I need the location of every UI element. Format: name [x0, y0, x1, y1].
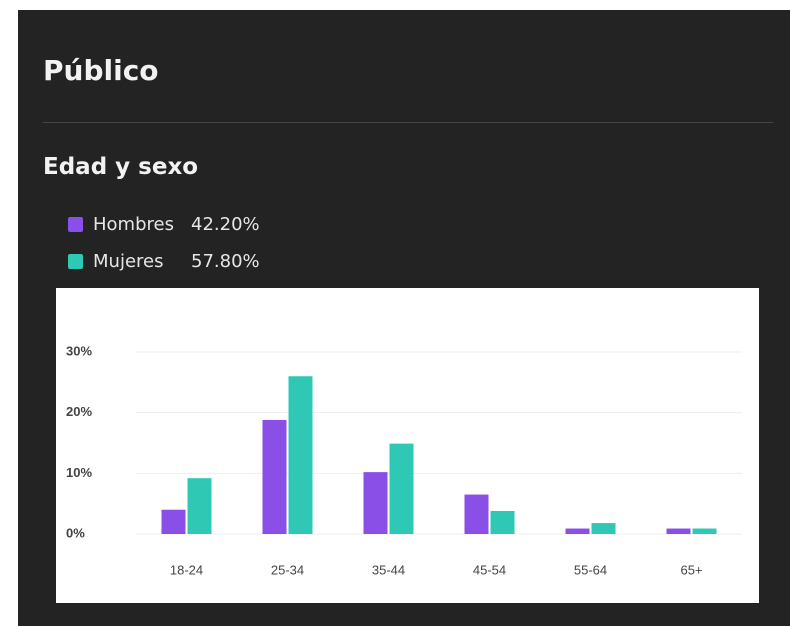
bar: [692, 528, 717, 534]
legend-label: Hombres: [93, 213, 174, 235]
chart: 0% 10% 20% 30% 18-24 25-34 35-44 45-54 55-64 65+: [66, 343, 742, 577]
chart-card: 0% 10% 20% 30% 18-24 25-34 35-44 45-54 55-64 65+: [56, 288, 759, 603]
legend-swatch: [68, 253, 83, 269]
legend-share: 57.80%: [191, 250, 260, 272]
x-tick-label: 55-64: [574, 562, 607, 577]
y-tick-label: 0%: [66, 525, 85, 540]
panel: Público Edad y sexo Hombres 42.20% Mujeres…: [18, 10, 790, 626]
bar: [187, 478, 212, 534]
bar: [161, 509, 186, 534]
page-title: Público: [43, 54, 159, 87]
bar: [363, 472, 388, 534]
bar: [464, 494, 489, 534]
bar: [262, 419, 287, 534]
x-tick-label: 25-34: [271, 562, 304, 577]
bar: [389, 443, 414, 534]
x-tick-label: 45-54: [473, 562, 506, 577]
legend-share: 42.20%: [191, 213, 260, 235]
legend-item: Mujeres 57.80%: [68, 250, 260, 272]
y-tick-label: 30%: [66, 343, 92, 358]
bar: [288, 376, 313, 534]
section-title: Edad y sexo: [43, 154, 199, 180]
legend-item: Hombres 42.20%: [68, 213, 260, 235]
x-tick-label: 18-24: [170, 562, 203, 577]
y-tick-label: 10%: [66, 465, 92, 480]
bar: [591, 523, 616, 534]
bar: [565, 528, 590, 534]
x-tick-label: 65+: [680, 562, 702, 577]
bar: [490, 510, 515, 534]
bar: [666, 528, 691, 534]
divider: [43, 122, 773, 123]
y-tick-label: 20%: [66, 404, 92, 419]
legend-swatch: [68, 216, 83, 232]
legend-label: Mujeres: [93, 250, 164, 272]
x-tick-label: 35-44: [372, 562, 405, 577]
